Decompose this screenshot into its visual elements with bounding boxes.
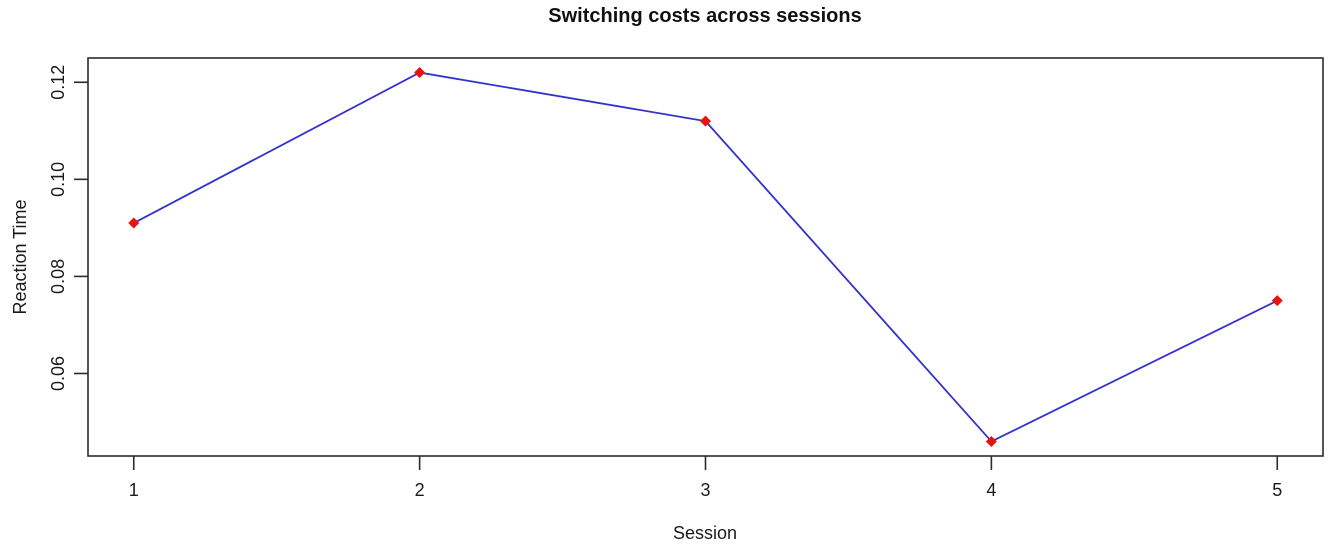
x-tick-label: 4 [986,480,996,500]
y-axis-label: Reaction Time [10,199,30,314]
data-line [133,71,1278,443]
y-tick-label: 0.08 [48,259,68,294]
x-axis-label: Session [673,523,737,543]
y-tick-label: 0.06 [48,356,68,391]
data-point [1271,295,1283,307]
plot-layer: 1 2 3 4 5 0.06 0.08 0.10 0.12 [48,57,1324,500]
data-point [985,435,997,447]
data-point [700,115,711,127]
x-tick-label: 3 [700,480,710,500]
x-tick-label: 2 [415,480,425,500]
y-tick-label: 0.12 [48,65,68,100]
x-tick-label: 5 [1272,480,1282,500]
y-tick-label: 0.10 [48,162,68,197]
chart-title: Switching costs across sessions [548,5,861,27]
data-point [414,67,426,79]
data-point [128,217,140,229]
x-tick-label: 1 [129,480,139,500]
